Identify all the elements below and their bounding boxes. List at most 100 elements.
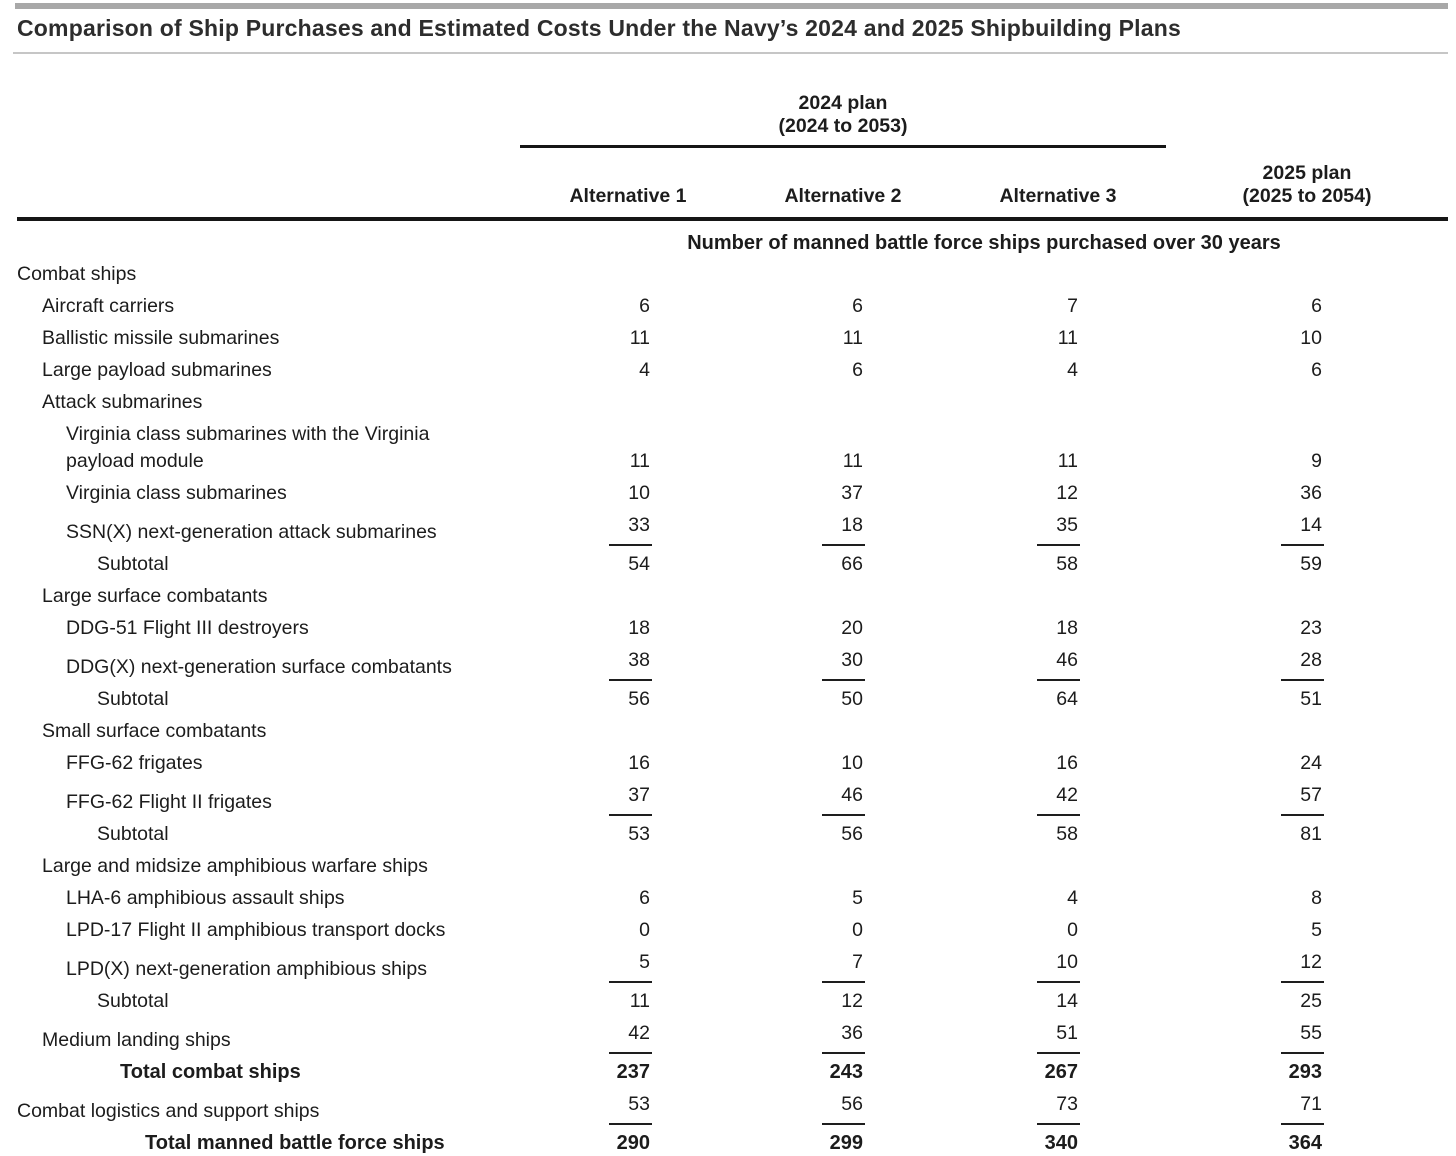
cell-value: 16 [628,752,650,774]
table-row: Attack submarines [17,387,1448,419]
ship-purchases-table: 2024 plan (2024 to 2053) Alternative 1 A… [17,82,1448,1156]
row-label: FFG-62 Flight II frigates [66,791,272,813]
cell-value: 7 [736,947,950,986]
cell-value: 6 [1311,359,1322,381]
cell-value: 14 [1166,510,1448,549]
cell-value: 57 [1166,780,1448,819]
row-label: FFG-62 frigates [66,752,203,774]
cell-value: 33 [520,510,736,549]
cell-value: 73 [950,1089,1166,1128]
cell-value: 66 [841,553,863,575]
cell-value: 56 [841,823,863,845]
row-label: Subtotal [97,688,169,710]
cell-value: 81 [1300,823,1322,845]
row-label: Subtotal [97,990,169,1012]
cell-empty [950,581,1166,613]
cell-value: 11 [629,450,650,472]
cell-value: 11 [1057,450,1078,472]
column-header-alternative-3: Alternative 3 [950,146,1166,221]
row-label: LPD(X) next-generation amphibious ships [66,958,427,980]
cell-value: 36 [1300,482,1322,504]
row-label: SSN(X) next-generation attack submarines [66,521,437,543]
cell-value: 58 [1056,823,1078,845]
cell-value: 0 [1067,919,1078,941]
cell-empty [736,259,950,291]
plan-2025-line1: 2025 plan [1262,162,1352,184]
cell-empty [1166,387,1448,419]
cell-value: 10 [1300,327,1322,349]
cell-value: 12 [1166,947,1448,986]
cell-value: 56 [628,688,650,710]
table-body: Combat ships Aircraft carriers 6 6 7 6 Ballist… [17,259,1448,1156]
cell-empty [520,851,736,883]
cell-empty [520,387,736,419]
cell-value: 0 [852,919,863,941]
cell-value: 4 [1067,887,1078,909]
cell-value: 11 [629,990,650,1012]
table-row: DDG-51 Flight III destroyers 18 20 18 23 [17,613,1448,645]
group-header-spacer [17,82,520,147]
table-row: Subtotal 53 56 58 81 [17,819,1448,851]
cell-value: 20 [841,617,863,639]
row-label: Ballistic missile submarines [42,327,280,349]
table-row: LPD(X) next-generation amphibious ships 5… [17,947,1448,986]
table-row: SSN(X) next-generation attack submarines… [17,510,1448,549]
cell-value: 4 [1067,359,1078,381]
cell-value: 8 [1311,887,1322,909]
table-row: FFG-62 frigates 16 10 16 24 [17,748,1448,780]
row-label: Small surface combatants [42,720,267,742]
table-row: Total combat ships 237 243 267 293 [17,1057,1448,1089]
cell-value: 364 [1288,1132,1322,1154]
cell-value: 42 [950,780,1166,819]
row-label: Attack submarines [42,391,203,413]
group-header-spacer-right [1166,82,1448,147]
table-row: LPD-17 Flight II amphibious transport do… [17,915,1448,947]
cell-value: 18 [1056,617,1078,639]
column-header-alternative-2: Alternative 2 [736,146,950,221]
table-row: Aircraft carriers 6 6 7 6 [17,291,1448,323]
row-label: Large and midsize amphibious warfare shi… [42,855,428,877]
cell-value: 25 [1300,990,1322,1012]
cell-empty [1166,581,1448,613]
cell-value: 23 [1300,617,1322,639]
cell-empty [1166,851,1448,883]
row-label: LPD-17 Flight II amphibious transport do… [66,919,446,941]
cell-value: 10 [841,752,863,774]
group-2024-line2: (2024 to 2053) [778,115,908,137]
cell-value: 71 [1166,1089,1448,1128]
cell-empty [950,259,1166,291]
table-row: FFG-62 Flight II frigates 37 46 42 57 [17,780,1448,819]
cell-value: 11 [629,327,650,349]
row-label: Aircraft carriers [42,295,175,317]
cell-value: 243 [829,1061,863,1083]
cell-value: 11 [842,327,863,349]
cell-empty [1166,259,1448,291]
cell-value: 6 [1311,295,1322,317]
cell-value: 12 [841,990,863,1012]
cell-value: 37 [520,780,736,819]
column-header-row: Alternative 1 Alternative 2 Alternative … [17,146,1448,221]
table-row: Large surface combatants [17,581,1448,613]
cell-value: 30 [736,645,950,684]
row-label: Virginia class submarines with the Virgi… [66,423,430,472]
table-row: Virginia class submarines with the Virgi… [17,419,1448,478]
cell-value: 46 [950,645,1166,684]
cell-value: 46 [736,780,950,819]
row-label: Combat ships [17,263,137,285]
row-label: DDG-51 Flight III destroyers [66,617,309,639]
row-label: LHA-6 amphibious assault ships [66,887,345,909]
cell-value: 267 [1044,1061,1078,1083]
table-row: Medium landing ships 42 36 51 55 [17,1018,1448,1057]
cell-value: 10 [628,482,650,504]
row-label: Subtotal [97,553,169,575]
table-row: Subtotal 11 12 14 25 [17,986,1448,1018]
title-divider [13,52,1448,54]
row-label: Virginia class submarines [66,482,287,504]
cell-empty [950,387,1166,419]
cell-value: 58 [1056,553,1078,575]
row-label: Total combat ships [120,1061,301,1083]
table-row: Subtotal 56 50 64 51 [17,684,1448,716]
cell-value: 54 [628,553,650,575]
cell-value: 56 [736,1089,950,1128]
